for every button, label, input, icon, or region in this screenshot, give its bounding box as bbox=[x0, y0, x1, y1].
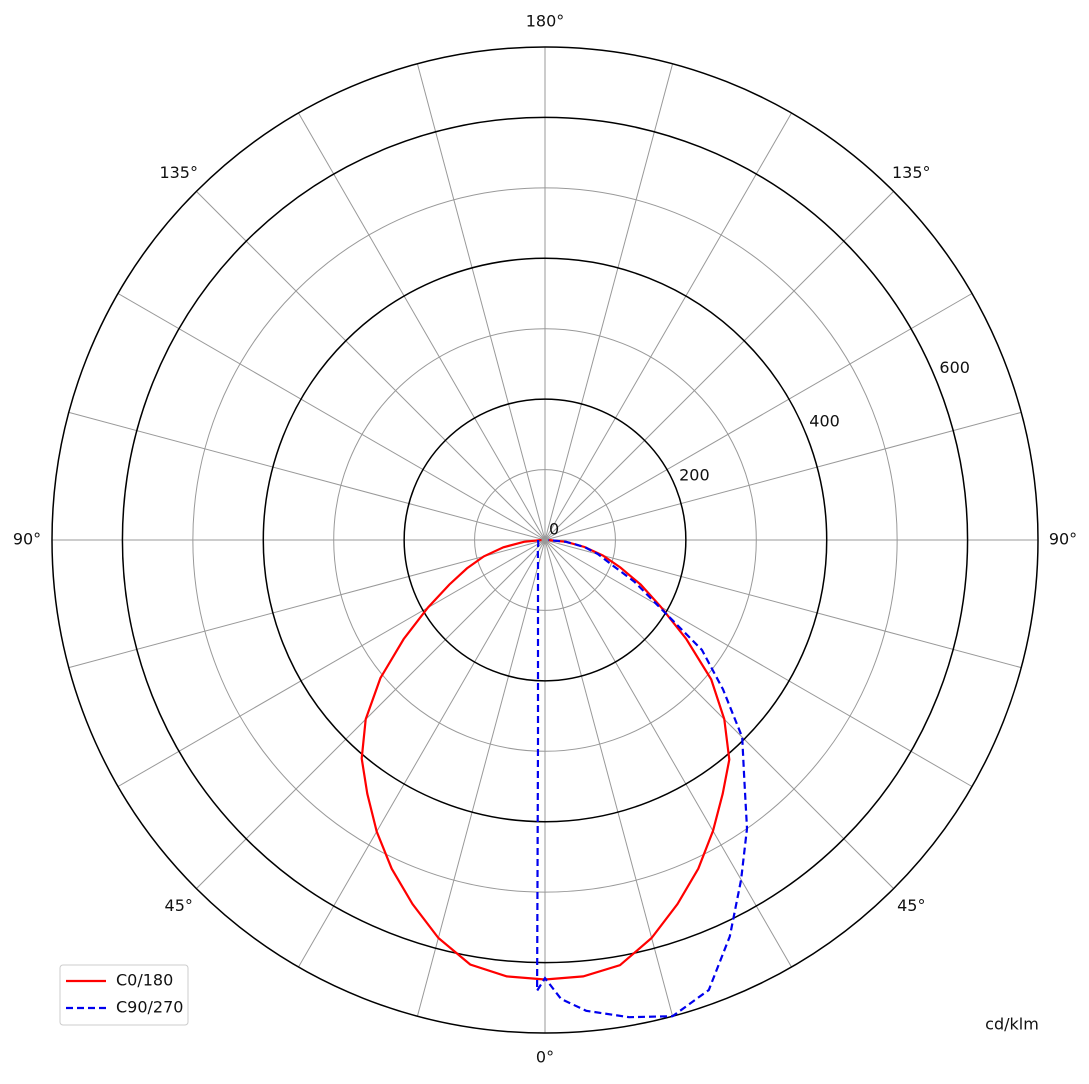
spoke bbox=[68, 539, 546, 669]
grid-circle bbox=[192, 187, 898, 893]
theta-tick-label: 180° bbox=[526, 12, 565, 31]
spoke bbox=[544, 539, 792, 968]
theta-tick-label: 135° bbox=[159, 163, 198, 182]
grid-circle bbox=[51, 46, 1039, 1034]
r-tick-label: 400 bbox=[809, 412, 840, 431]
spoke bbox=[196, 191, 546, 541]
spoke bbox=[196, 539, 546, 889]
spoke bbox=[544, 539, 1022, 669]
spoke bbox=[544, 411, 1022, 541]
spoke bbox=[298, 539, 546, 968]
spoke bbox=[544, 539, 973, 787]
grid-circle bbox=[474, 469, 616, 611]
spoke bbox=[117, 293, 546, 541]
spoke bbox=[544, 293, 973, 541]
spoke bbox=[544, 539, 674, 1017]
spoke bbox=[544, 539, 894, 889]
spoke bbox=[416, 539, 546, 1017]
grid-circle bbox=[262, 257, 828, 823]
spoke bbox=[544, 63, 674, 541]
r-tick-label: 200 bbox=[679, 466, 710, 485]
r-tick-label: 600 bbox=[939, 358, 970, 377]
grid-circle bbox=[121, 116, 969, 964]
series-line bbox=[535, 538, 749, 1019]
spoke bbox=[68, 411, 546, 541]
legend-label: C0/180 bbox=[116, 971, 173, 990]
theta-tick-label: 45° bbox=[165, 896, 193, 915]
legend-label: C90/270 bbox=[116, 998, 183, 1017]
spoke bbox=[544, 112, 792, 541]
grid-circle bbox=[403, 398, 687, 682]
r-tick-label: 0 bbox=[549, 520, 559, 539]
spoke bbox=[416, 63, 546, 541]
unit-label: cd/klm bbox=[985, 1015, 1039, 1034]
theta-tick-label: 90° bbox=[13, 530, 41, 549]
theta-tick-label: 45° bbox=[897, 896, 925, 915]
theta-tick-label: 0° bbox=[536, 1048, 554, 1067]
grid-circle bbox=[333, 328, 757, 752]
spoke bbox=[544, 191, 894, 541]
theta-tick-label: 90° bbox=[1049, 530, 1077, 549]
spoke bbox=[117, 539, 546, 787]
theta-tick-label: 135° bbox=[892, 163, 931, 182]
spoke bbox=[298, 112, 546, 541]
